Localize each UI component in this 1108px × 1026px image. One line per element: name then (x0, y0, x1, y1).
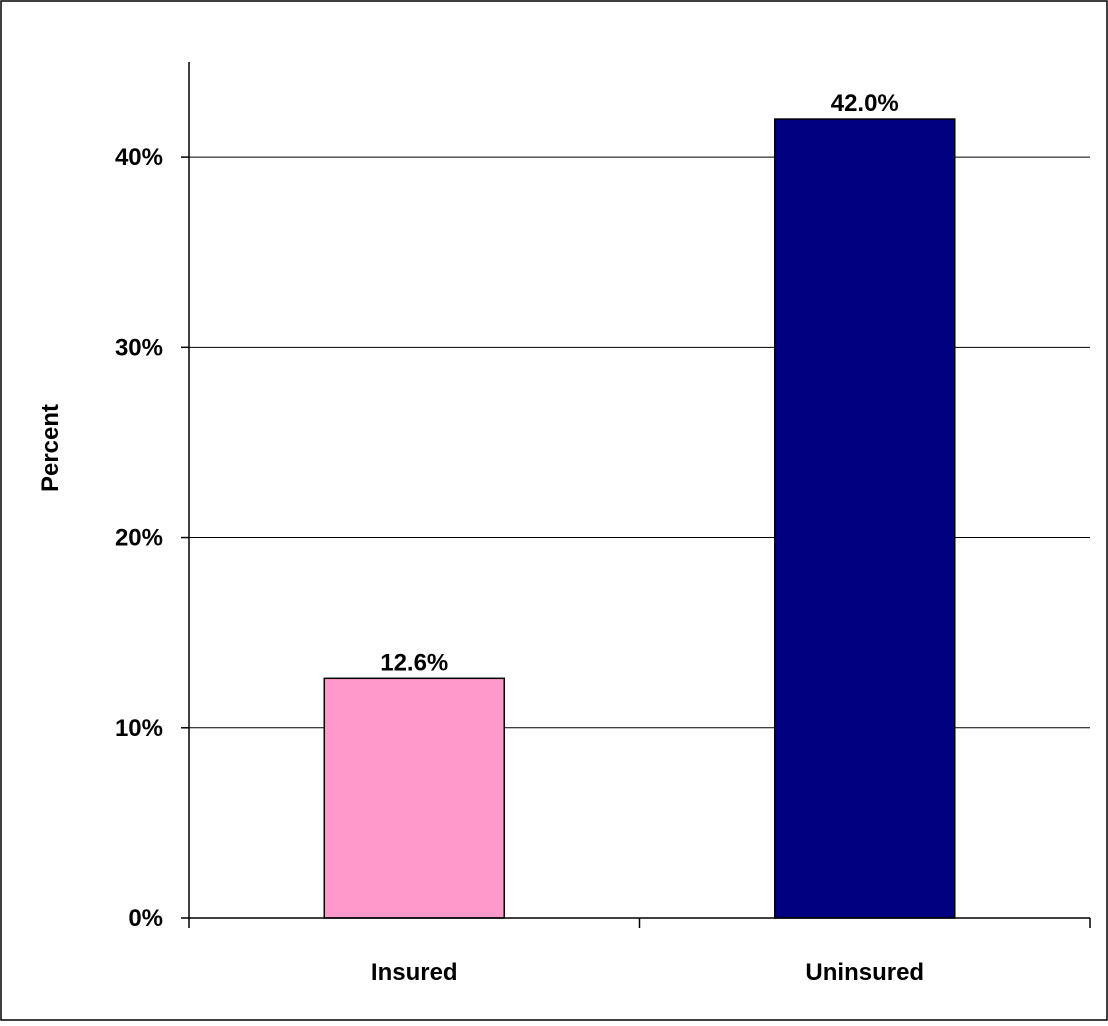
y-tick-label: 40% (115, 144, 163, 171)
data-label: 12.6% (380, 649, 448, 676)
y-axis-label: Percent (37, 404, 64, 492)
bar-uninsured (774, 118, 956, 919)
y-tick-label: 0% (128, 905, 163, 932)
x-tick-label: Uninsured (805, 959, 924, 986)
y-tick-label: 30% (115, 334, 163, 361)
labels: 0% 10% 20% 30% 40% 12.6% Insured 42.0% Uninsured (115, 90, 924, 986)
axes (181, 62, 1091, 928)
bar-insured (323, 677, 505, 919)
data-label: 42.0% (831, 90, 899, 117)
y-tick-label: 10% (115, 715, 163, 742)
y-tick-label: 20% (115, 525, 163, 552)
x-tick-label: Insured (371, 959, 458, 986)
